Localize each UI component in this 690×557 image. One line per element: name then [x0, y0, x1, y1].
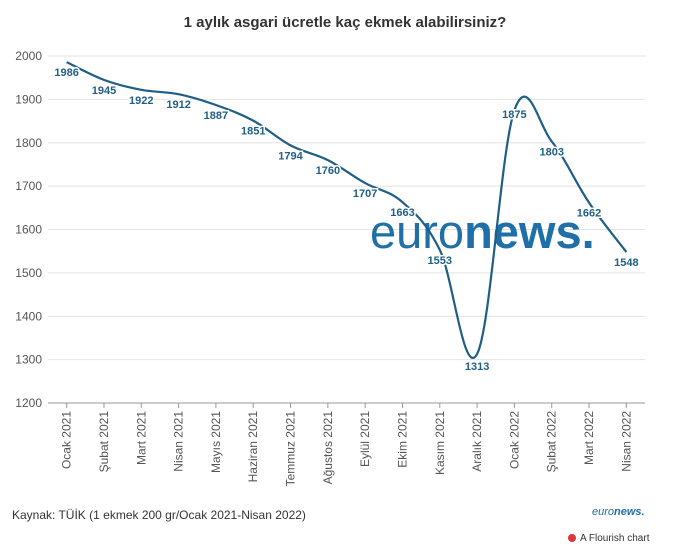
y-tick-label: 1300: [15, 353, 42, 367]
x-tick-label: Ocak 2022: [507, 411, 521, 469]
y-tick-label: 1500: [15, 266, 42, 280]
data-label: 1986: [54, 67, 78, 79]
data-label: 1662: [577, 208, 601, 220]
y-tick-label: 1600: [15, 223, 42, 237]
line-chart: 1200 1300 1400 1500 1600 1700 1800 1900 2000 Oca…: [15, 49, 645, 487]
series-line: [66, 61, 628, 359]
x-tick-label: Ocak 2021: [60, 411, 74, 469]
x-tick-label: Mart 2021: [134, 411, 148, 465]
x-axis-ticks: Ocak 2021 Şubat 2021 Mart 2021 Nisan 2021 Ma…: [60, 403, 633, 487]
x-tick-label: Haziran 2021: [246, 411, 260, 483]
x-tick-label: Temmuz 2021: [284, 411, 298, 487]
source-note: Kaynak: TÜİK (1 ekmek 200 gr/Ocak 2021-N…: [12, 508, 306, 522]
grid-lines: [48, 55, 645, 404]
data-label: 1707: [353, 188, 377, 200]
data-labels: 1986 1945 1922 1912 1887 1851 1794 1760 1707 1663…: [53, 66, 640, 375]
y-tick-label: 1800: [15, 136, 42, 150]
x-tick-label: Aralık 2021: [470, 411, 484, 472]
x-tick-label: Eylül 2021: [358, 411, 372, 467]
x-tick-label: Şubat 2022: [545, 411, 559, 473]
x-tick-label: Nisan 2021: [172, 411, 186, 472]
euronews-watermark: euronews.: [370, 205, 595, 258]
x-tick-label: Mart 2022: [582, 411, 596, 465]
data-label: 1663: [390, 207, 414, 219]
x-tick-label: Nisan 2022: [619, 411, 633, 472]
x-tick-label: Mayıs 2021: [209, 411, 223, 473]
x-tick-label: Ağustos 2021: [321, 411, 335, 485]
y-tick-label: 1200: [15, 396, 42, 410]
data-label: 1553: [428, 255, 452, 267]
y-axis-ticks: 1200 1300 1400 1500 1600 1700 1800 1900 2000: [15, 49, 42, 410]
data-label: 1548: [614, 257, 638, 269]
data-label: 1912: [166, 99, 190, 111]
x-tick-label: Ekim 2021: [395, 411, 409, 468]
data-label: 1313: [465, 361, 489, 373]
flourish-icon: [568, 534, 576, 542]
chart-title: 1 aylık asgari ücretle kaç ekmek alabili…: [183, 14, 507, 31]
data-label: 1803: [539, 146, 563, 158]
data-label: 1887: [204, 110, 228, 122]
y-tick-label: 1400: [15, 309, 42, 323]
x-tick-label: Şubat 2021: [97, 411, 111, 473]
data-label: 1945: [92, 85, 116, 97]
y-tick-label: 1700: [15, 179, 42, 193]
euronews-logo: euronews.: [592, 506, 645, 518]
y-tick-label: 2000: [15, 49, 42, 63]
data-label: 1922: [129, 95, 153, 107]
x-tick-label: Kasım 2021: [433, 411, 447, 475]
y-tick-label: 1900: [15, 92, 42, 106]
data-label: 1760: [316, 165, 340, 177]
data-label: 1851: [241, 126, 265, 138]
data-label: 1794: [278, 150, 303, 162]
flourish-credit[interactable]: A Flourish chart: [568, 533, 649, 544]
data-label: 1875: [502, 109, 526, 121]
